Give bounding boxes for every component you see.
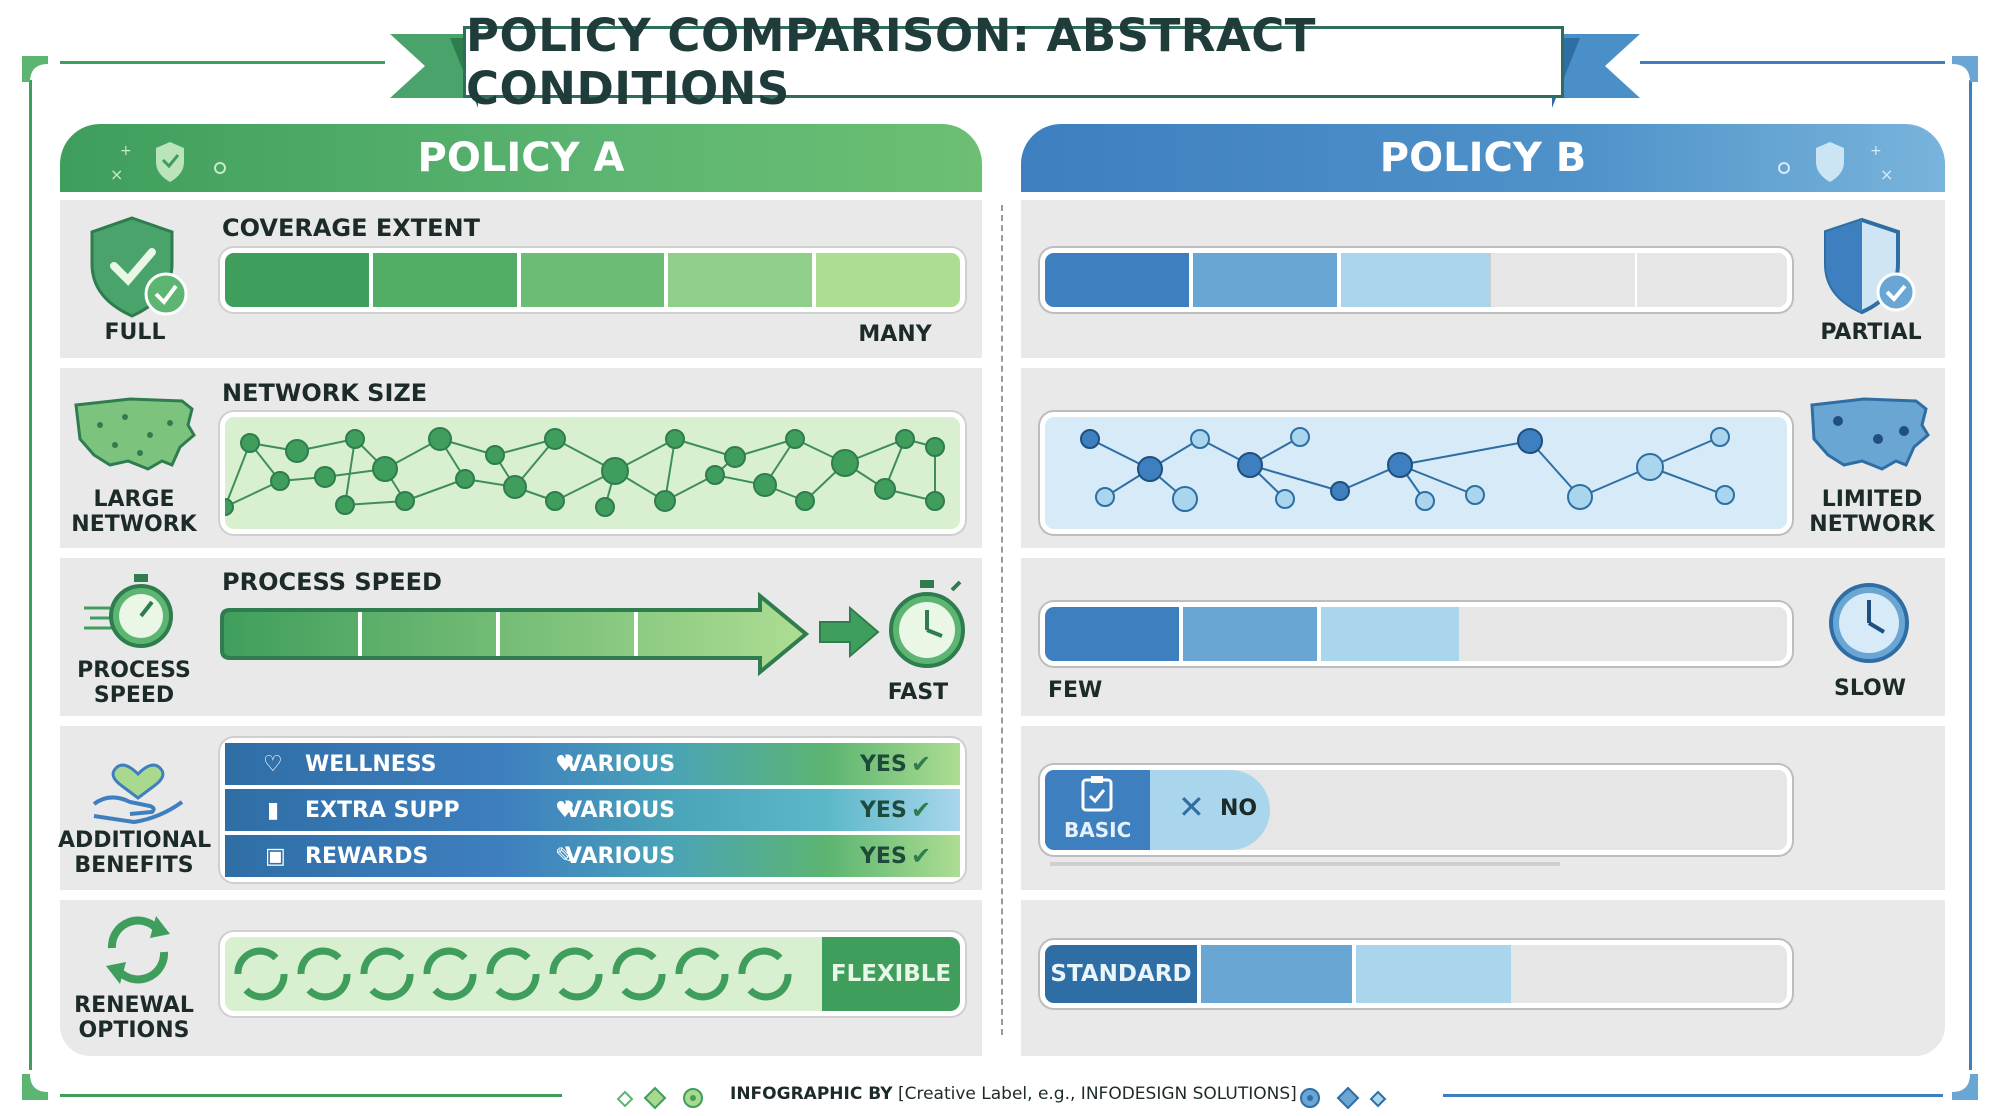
footer-credit-text: [Creative Label, e.g., INFODESIGN SOLUTI… [897, 1084, 1297, 1104]
speed-a-title: PROCESS SPEED [222, 568, 442, 596]
svg-text:×: × [110, 165, 123, 184]
footer-credit: INFOGRAPHIC BY [Creative Label, e.g., IN… [730, 1084, 1297, 1104]
benefit-detail: VARIOUS [565, 751, 676, 777]
speed-b-start-label: FEW [1048, 678, 1103, 703]
speed-b-icon-label: SLOW [1833, 676, 1907, 701]
benefits-a-icon-label-1: ADDITIONAL [58, 828, 212, 853]
network-b-graph [1080, 427, 1735, 512]
frame-top-left-line [60, 61, 385, 64]
speed-a-icon-label-2: SPEED [93, 683, 175, 708]
renew-arrows-icon [106, 916, 170, 984]
benefit-name: REWARDS [305, 843, 429, 869]
renewal-b-value: STANDARD [1050, 961, 1192, 987]
gift-icon: ▣ [265, 843, 286, 869]
benefit-row-extra-supp: ▮ EXTRA SUPP ♥ VARIOUS YES ✔ [225, 789, 960, 831]
frame-left-line [29, 80, 32, 1070]
policy-b-title: POLICY B [1379, 135, 1587, 181]
benefit-detail: VARIOUS [565, 843, 676, 869]
renewal-a-cycle-icons [234, 947, 792, 1001]
svg-text:×: × [1880, 165, 1893, 184]
speed-a-icon-label-1: PROCESS [77, 658, 191, 683]
network-b-icon-label-1: LIMITED [1821, 487, 1923, 512]
check-icon: ✔ [911, 750, 932, 778]
svg-text:+: + [1870, 143, 1882, 159]
speed-b-bar [1040, 602, 1792, 666]
fast-stopwatch-icon [889, 580, 965, 668]
benefit-status: YES [860, 843, 907, 869]
syringe-icon: ✎ [555, 843, 574, 869]
renewal-a-icon-label-1: RENEWAL [74, 993, 194, 1018]
renewal-a-value-box: FLEXIBLE [822, 937, 960, 1011]
coverage-a-icon-label: FULL [104, 320, 166, 345]
hand-heart-icon [92, 763, 184, 824]
hand-heart-small-icon: ♥ [555, 751, 575, 777]
network-a-icon-label-1: LARGE [93, 487, 175, 512]
policy-b-header-shield-icon: × + [1778, 142, 1893, 184]
frame-bottom-left-line [60, 1094, 562, 1097]
policy-a-title: POLICY A [417, 135, 625, 181]
x-icon: ✕ [1178, 788, 1205, 826]
benefit-name: EXTRA SUPP [305, 797, 460, 823]
footer-credit-bold: INFOGRAPHIC BY [730, 1084, 893, 1104]
frame-right-line [1969, 80, 1972, 1070]
benefits-b-basic-label: BASIC [1064, 818, 1132, 842]
renewal-b-bar: STANDARD [1040, 940, 1792, 1008]
benefits-b-status: NO [1220, 796, 1258, 821]
coverage-a-bar [220, 248, 965, 312]
usa-map-pin-icon [1810, 397, 1930, 471]
benefit-row-wellness: ♡ WELLNESS ♥ VARIOUS YES ✔ [225, 743, 960, 785]
hands-icon: ♥ [555, 797, 575, 823]
benefit-row-rewards: ▣ REWARDS ✎ VARIOUS YES ✔ [225, 835, 960, 877]
clock-icon [1829, 583, 1909, 663]
arrow-right-icon [819, 605, 880, 659]
shield-check-icon [90, 216, 188, 318]
benefits-b-shadow-line [1050, 862, 1560, 866]
network-a-graph [225, 427, 945, 517]
heart-pulse-icon: ♡ [263, 751, 283, 777]
bottle-icon: ▮ [267, 797, 280, 823]
benefits-a-icon-label-2: BENEFITS [74, 853, 194, 878]
frame-top-right-line [1640, 61, 1945, 64]
benefit-name: WELLNESS [305, 751, 437, 777]
network-a-icon-label-2: NETWORK [71, 512, 197, 537]
stopwatch-icon [84, 574, 173, 648]
center-divider [1001, 205, 1003, 1035]
network-b-icon-label-2: NETWORK [1809, 512, 1935, 537]
policy-a-header: POLICY A [60, 124, 982, 192]
benefit-row-divider [225, 831, 960, 835]
benefits-b-no-block [1150, 770, 1270, 850]
page-title: POLICY COMPARISON: ABSTRACT CONDITIONS [466, 9, 1316, 115]
policy-b-header: POLICY B [1021, 124, 1945, 192]
usa-map-icon [74, 397, 196, 471]
check-icon: ✔ [911, 796, 932, 824]
benefit-status: YES [860, 797, 907, 823]
title-box: POLICY COMPARISON: ABSTRACT CONDITIONS [463, 9, 1564, 115]
renewal-a-value: FLEXIBLE [830, 961, 952, 987]
benefit-detail: VARIOUS [565, 797, 676, 823]
benefit-status: YES [860, 751, 907, 777]
benefit-row-divider [225, 785, 960, 789]
policy-a-header-shield-icon: × + [110, 142, 226, 184]
network-a-title: NETWORK SIZE [222, 379, 428, 407]
check-icon: ✔ [911, 842, 932, 870]
frame-bottom-right-line [1443, 1094, 1943, 1097]
coverage-a-title: COVERAGE EXTENT [222, 214, 480, 242]
shield-partial-icon [1824, 217, 1916, 315]
coverage-b-icon-label: PARTIAL [1820, 320, 1922, 345]
coverage-b-bar [1040, 248, 1792, 312]
speed-a-arrow-bar [220, 592, 810, 676]
footer-right-ornament-icon [1300, 1086, 1387, 1110]
coverage-a-end-label: MANY [858, 322, 932, 347]
benefits-b-panel [1040, 765, 1792, 855]
svg-text:+: + [120, 143, 132, 159]
renewal-a-icon-label-2: OPTIONS [78, 1018, 190, 1043]
speed-a-end-label: FAST [887, 680, 949, 705]
clipboard-check-icon [1081, 776, 1113, 812]
footer-left-ornament-icon [616, 1086, 703, 1110]
